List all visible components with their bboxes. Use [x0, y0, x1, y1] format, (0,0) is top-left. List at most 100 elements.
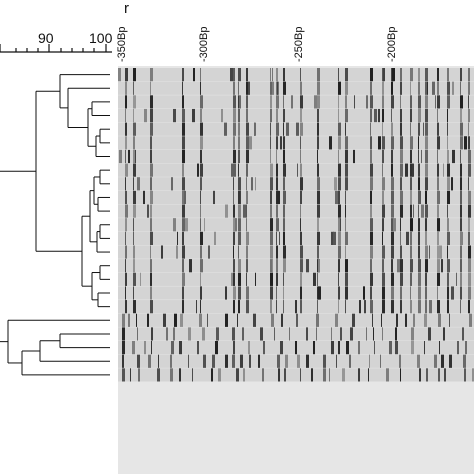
- gel-band: [338, 177, 341, 191]
- gel-band: [462, 327, 464, 341]
- gel-band: [338, 341, 340, 355]
- gel-band: [338, 245, 341, 259]
- gel-band: [369, 354, 370, 368]
- gel-band: [197, 341, 199, 355]
- scale-tick-label-100: 100: [89, 30, 113, 46]
- gel-band: [447, 149, 449, 164]
- gel-band: [425, 272, 427, 286]
- gel-band: [378, 136, 381, 150]
- gel-band: [184, 190, 186, 205]
- gel-band: [400, 108, 402, 123]
- gel-band: [230, 68, 233, 82]
- gel-band: [413, 204, 414, 218]
- gel-band: [382, 190, 384, 205]
- gel-band: [171, 177, 173, 191]
- gel-band: [464, 136, 467, 150]
- gel-band: [425, 163, 428, 177]
- gel-band: [460, 122, 463, 136]
- gel-band: [200, 95, 203, 109]
- gel-lane: [118, 231, 474, 245]
- gel-band: [272, 68, 273, 82]
- gel-band: [400, 300, 402, 314]
- gel-band: [238, 122, 240, 136]
- gel-band: [318, 286, 321, 300]
- gel-band: [246, 231, 249, 245]
- gel-band: [468, 272, 471, 286]
- gel-band: [370, 204, 372, 218]
- gel-band: [200, 245, 202, 259]
- gel-band: [423, 122, 424, 136]
- gel-band: [425, 108, 428, 123]
- gel-band: [306, 327, 308, 341]
- gel-band: [242, 327, 244, 341]
- gel-band: [410, 218, 413, 232]
- gel-band: [338, 149, 339, 164]
- gel-band: [317, 163, 319, 177]
- gel-band: [382, 204, 385, 218]
- gel-band: [161, 245, 163, 259]
- gel-band: [199, 313, 202, 327]
- gel-band: [460, 68, 462, 82]
- gel-band: [410, 163, 413, 177]
- gel-band: [400, 272, 403, 286]
- gel-band: [270, 300, 272, 314]
- gel-band: [276, 300, 277, 314]
- gel-band: [270, 204, 272, 218]
- gel-band: [238, 163, 239, 177]
- gel-band: [279, 231, 280, 245]
- gel-band: [437, 286, 438, 300]
- gel-band: [405, 313, 407, 327]
- gel-band: [374, 108, 377, 123]
- gel-band: [270, 136, 271, 150]
- gel-band: [283, 163, 286, 177]
- gel-band: [133, 272, 136, 286]
- gel-band: [133, 204, 136, 218]
- gel-band: [289, 327, 290, 341]
- gel-band: [345, 218, 346, 232]
- gel-band: [200, 81, 201, 95]
- gel-band: [411, 327, 414, 341]
- gel-band: [399, 354, 401, 368]
- gel-band: [447, 286, 449, 300]
- gel-band: [300, 149, 301, 164]
- gel-band: [447, 136, 448, 150]
- gel-band: [338, 231, 341, 245]
- gel-band: [393, 218, 396, 232]
- gel-band: [276, 218, 279, 232]
- gel-band: [418, 245, 420, 259]
- gel-band: [137, 354, 140, 368]
- gel-band: [188, 354, 189, 368]
- gel-band: [182, 177, 185, 191]
- gel-band: [125, 231, 126, 245]
- gel-band: [300, 68, 301, 82]
- gel-band: [246, 218, 247, 232]
- gel-band: [425, 149, 428, 164]
- gel-band: [189, 259, 192, 273]
- gel-lane: [118, 341, 474, 355]
- gel-band: [366, 95, 368, 109]
- gel-band: [246, 204, 247, 218]
- gel-band: [213, 190, 215, 205]
- gel-band: [468, 259, 471, 273]
- gel-band: [419, 368, 421, 382]
- gel-band: [238, 95, 239, 109]
- gel-band: [270, 190, 272, 205]
- gel-band: [370, 163, 373, 177]
- gel-band: [410, 68, 413, 82]
- gel-band: [125, 272, 127, 286]
- gel-band: [317, 177, 320, 191]
- gel-band: [297, 354, 300, 368]
- gel-band: [295, 300, 297, 314]
- gel-band: [400, 81, 402, 95]
- gel-band: [382, 272, 385, 286]
- gel-band: [382, 163, 383, 177]
- gel-band: [382, 327, 383, 341]
- gel-band: [460, 108, 462, 123]
- gel-band: [276, 231, 277, 245]
- gel-band: [345, 190, 346, 205]
- gel-band: [329, 136, 332, 150]
- gel-band: [418, 259, 421, 273]
- gel-band: [391, 122, 393, 136]
- gel-band: [345, 122, 346, 136]
